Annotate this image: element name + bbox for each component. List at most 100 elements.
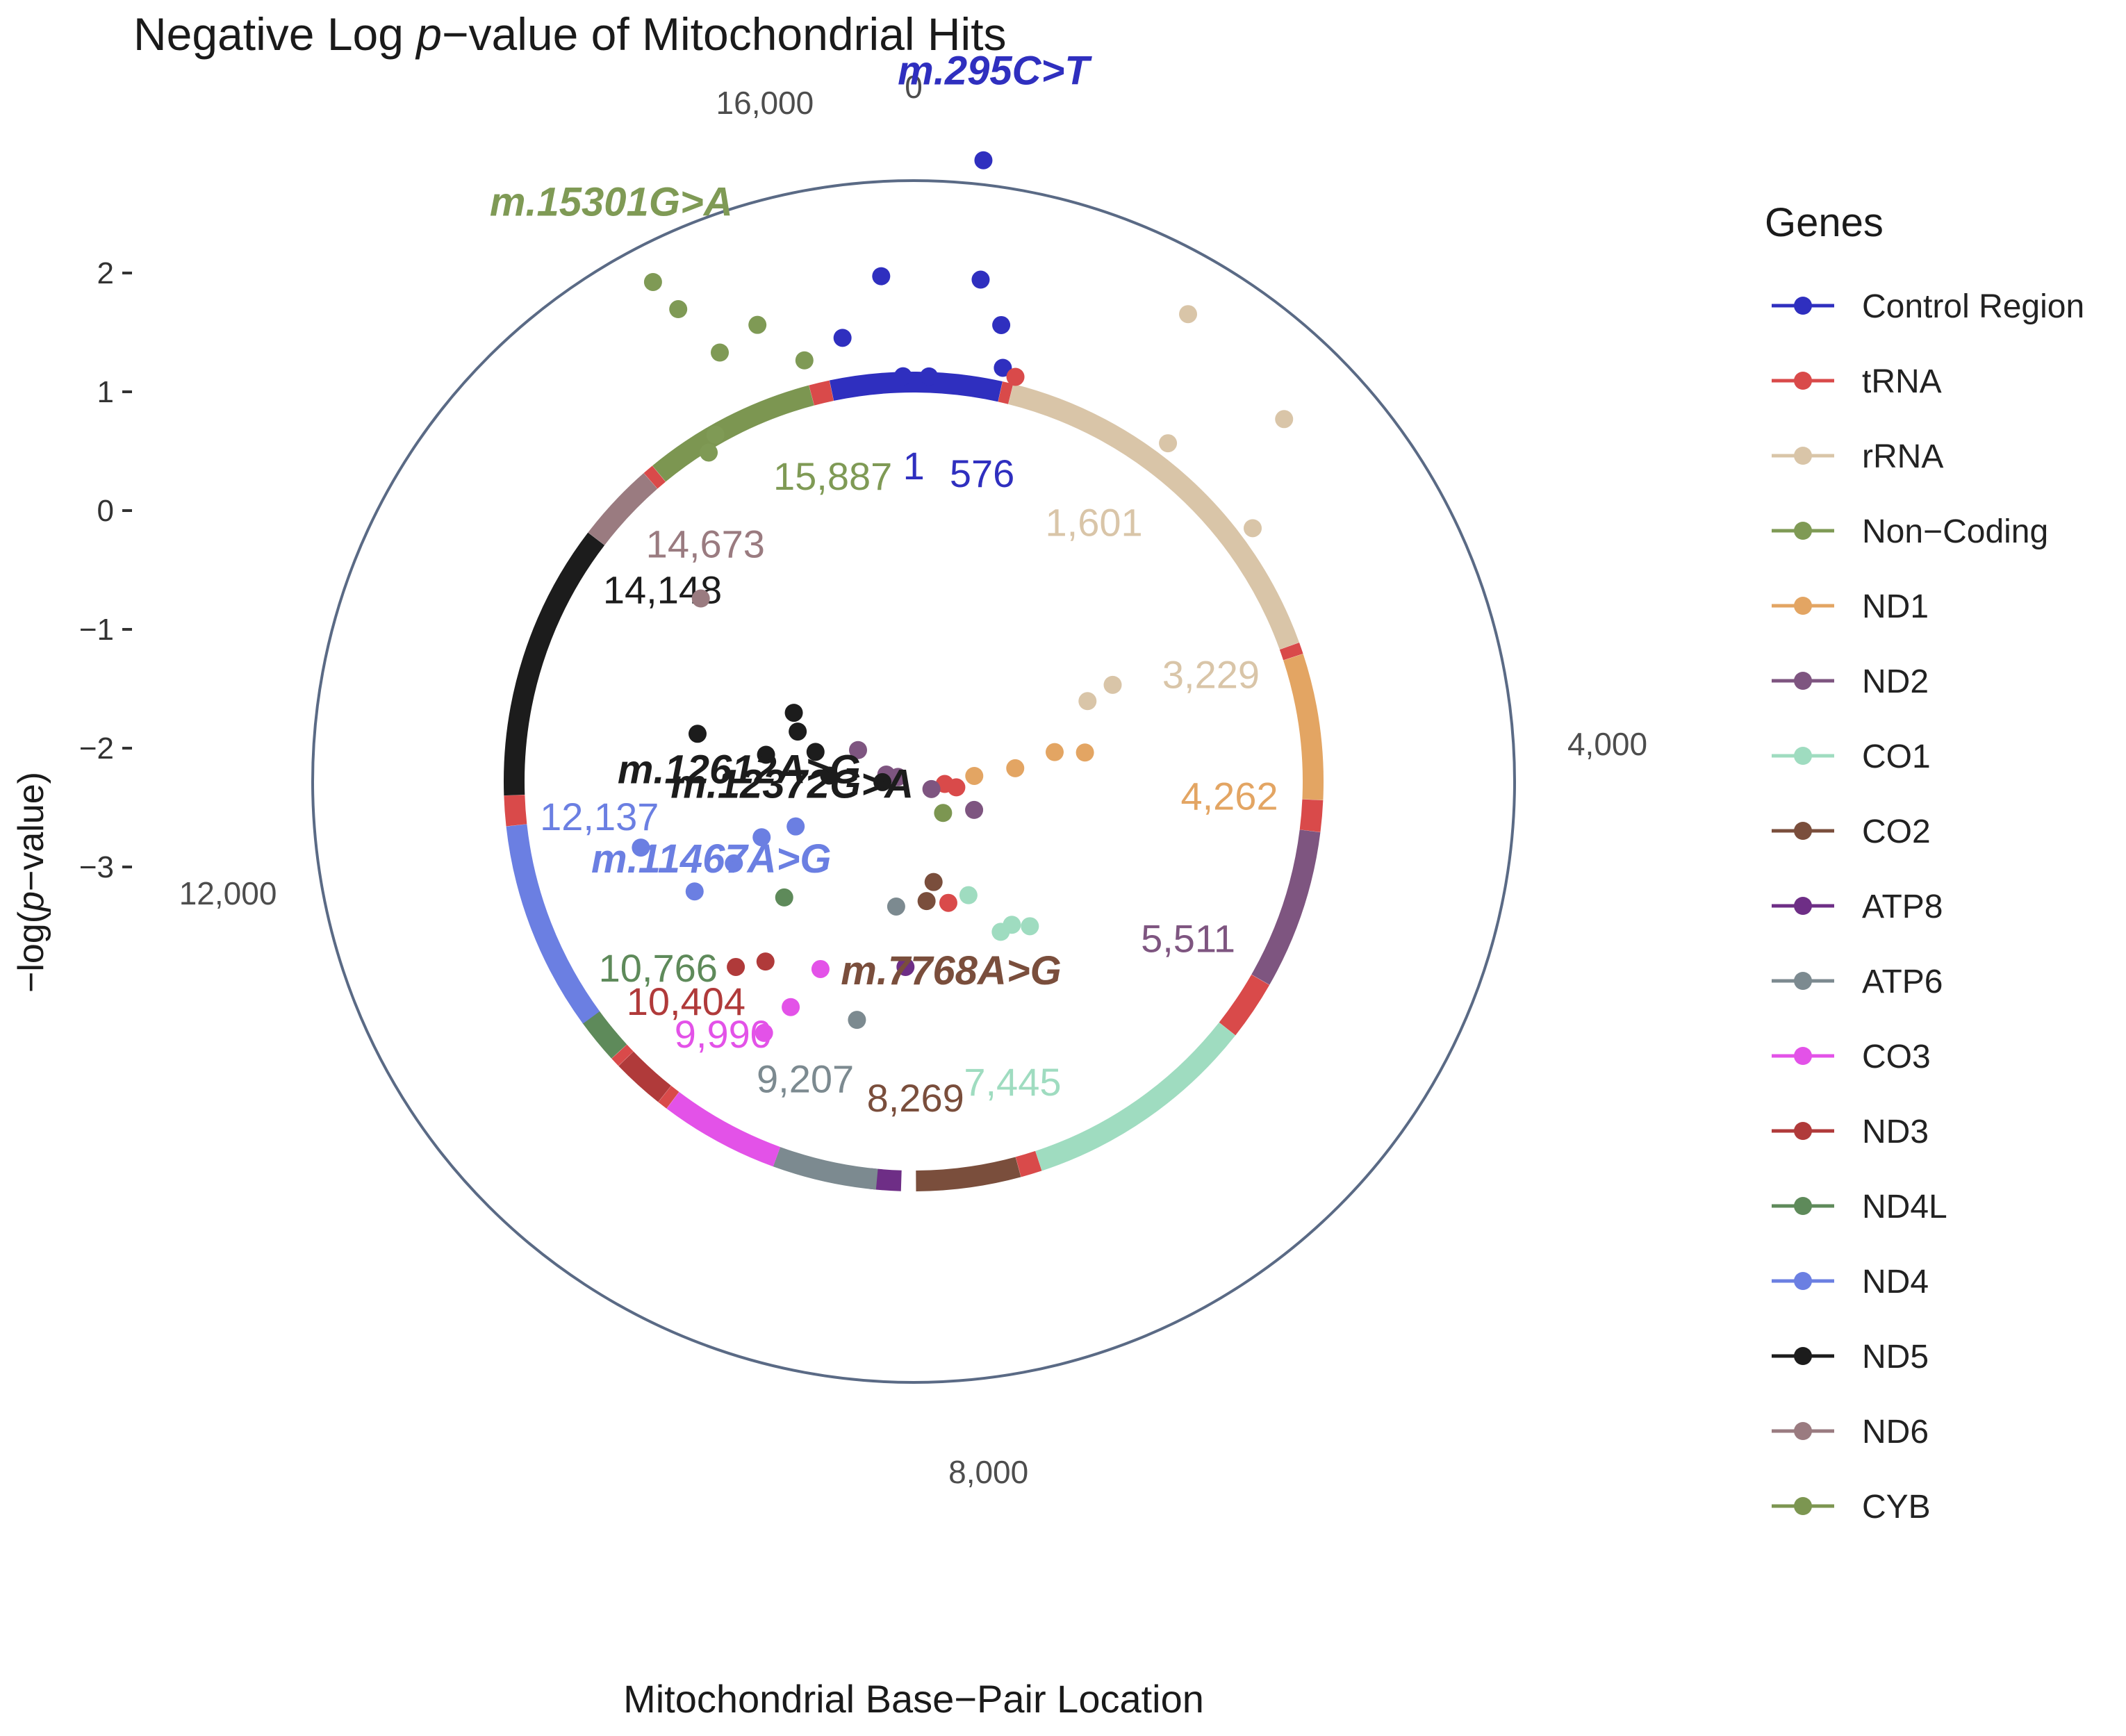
data-point [795, 351, 814, 370]
y-axis-title-part-2: p [11, 891, 51, 913]
outer-reference-circle [311, 179, 1516, 1384]
legend-key-point [1794, 447, 1812, 465]
data-point [1045, 743, 1064, 761]
gene-segment [998, 381, 1014, 404]
legend-label: ND1 [1862, 588, 1929, 625]
legend-label: ATP6 [1862, 964, 1943, 1000]
hit-label: m.12372G>A [670, 762, 914, 807]
legend-key-point [1794, 1047, 1812, 1065]
y-axis-title: −log(p−value) [11, 772, 51, 993]
gene-segment [618, 1051, 672, 1102]
y-axis-title-part-1: −log( [11, 911, 51, 993]
data-point [947, 778, 966, 797]
data-point [889, 768, 907, 786]
gene-segment [611, 1044, 634, 1066]
circular-tick-label: 0 [905, 69, 923, 105]
circular-tick-label: 16,000 [716, 85, 814, 121]
boundary-label: 10,404 [627, 979, 745, 1023]
data-point [965, 800, 984, 819]
data-point [922, 779, 941, 798]
data-point [632, 838, 650, 857]
data-point [917, 892, 936, 911]
boundary-label: 15,887 [773, 454, 892, 498]
y-tick-label: 1 [97, 375, 114, 409]
gene-segment [1283, 654, 1324, 800]
data-point [806, 743, 825, 761]
legend-key-point [1794, 972, 1812, 990]
gene-segment [1008, 383, 1299, 650]
data-point [887, 897, 905, 916]
data-point [748, 315, 767, 334]
y-tick-label: −3 [79, 850, 114, 884]
data-point [1006, 367, 1025, 386]
data-point [896, 957, 915, 976]
data-point [971, 270, 990, 289]
data-point [756, 952, 775, 971]
data-point [669, 300, 688, 319]
data-point [1159, 434, 1178, 453]
data-point [755, 1023, 773, 1042]
boundary-label: 8,269 [867, 1076, 964, 1120]
data-point [685, 882, 704, 901]
boundary-label: 3,229 [1162, 653, 1260, 697]
hit-label: m.12612A>G [618, 747, 861, 792]
legend-label: tRNA [1862, 363, 1942, 400]
legend-title: Genes [1765, 200, 1884, 245]
legend-key-point [1794, 1272, 1812, 1290]
legend-label: ND6 [1862, 1414, 1929, 1450]
gene-segment [582, 1010, 627, 1059]
data-point [643, 272, 662, 291]
legend-label: rRNA [1862, 438, 1943, 475]
gene-segment [809, 380, 834, 406]
data-point [700, 443, 718, 462]
hit-label: m.15301G>A [490, 180, 733, 225]
legend-label: ND3 [1862, 1114, 1929, 1150]
data-point [1006, 759, 1025, 777]
legend-label: ND4L [1862, 1189, 1947, 1225]
hit-label: m.11467A>G [591, 836, 832, 882]
data-point [757, 745, 775, 764]
data-point [991, 923, 1010, 941]
gene-segment [829, 372, 1003, 402]
legend-key-point [1794, 822, 1812, 840]
boundary-label: 4,262 [1180, 775, 1278, 818]
data-point [934, 804, 953, 822]
chart-title-part-2: p [415, 8, 442, 60]
gene-segment [588, 473, 658, 545]
gene-segment [504, 795, 527, 827]
legend-key-point [1794, 1197, 1812, 1215]
data-points [632, 151, 1294, 1042]
data-point [1100, 424, 1119, 443]
legend-key-point [1794, 897, 1812, 915]
legend-label: ND2 [1862, 663, 1929, 700]
y-tick-label: −1 [79, 613, 114, 647]
data-point [711, 343, 730, 362]
gene-segment [1279, 642, 1303, 661]
boundary-label: 1 [903, 444, 925, 488]
data-point [924, 873, 943, 891]
data-point [974, 151, 993, 170]
data-point [1021, 917, 1039, 936]
data-point [1103, 675, 1122, 694]
gene-segment [666, 1091, 781, 1167]
boundary-label: 576 [950, 452, 1014, 495]
data-point [1076, 743, 1094, 762]
gene-segment [1219, 974, 1270, 1036]
chart-title-part-3: −value of Mitochondrial Hits [442, 8, 1007, 60]
gene-segment [658, 1086, 679, 1109]
data-point [833, 329, 852, 347]
legend-key-point [1794, 1497, 1812, 1515]
data-point [688, 725, 707, 743]
data-point [965, 766, 984, 785]
data-point [820, 766, 839, 785]
boundary-label: 9,207 [757, 1057, 854, 1100]
gene-segment [652, 385, 814, 482]
data-point [811, 959, 830, 978]
legend-key-point [1794, 522, 1812, 540]
legend-key-point [1794, 297, 1812, 315]
boundary-label: 10,766 [599, 946, 718, 990]
boundary-label: 7,445 [964, 1060, 1061, 1104]
data-point [752, 828, 771, 847]
legend-key-point [1794, 1422, 1812, 1440]
